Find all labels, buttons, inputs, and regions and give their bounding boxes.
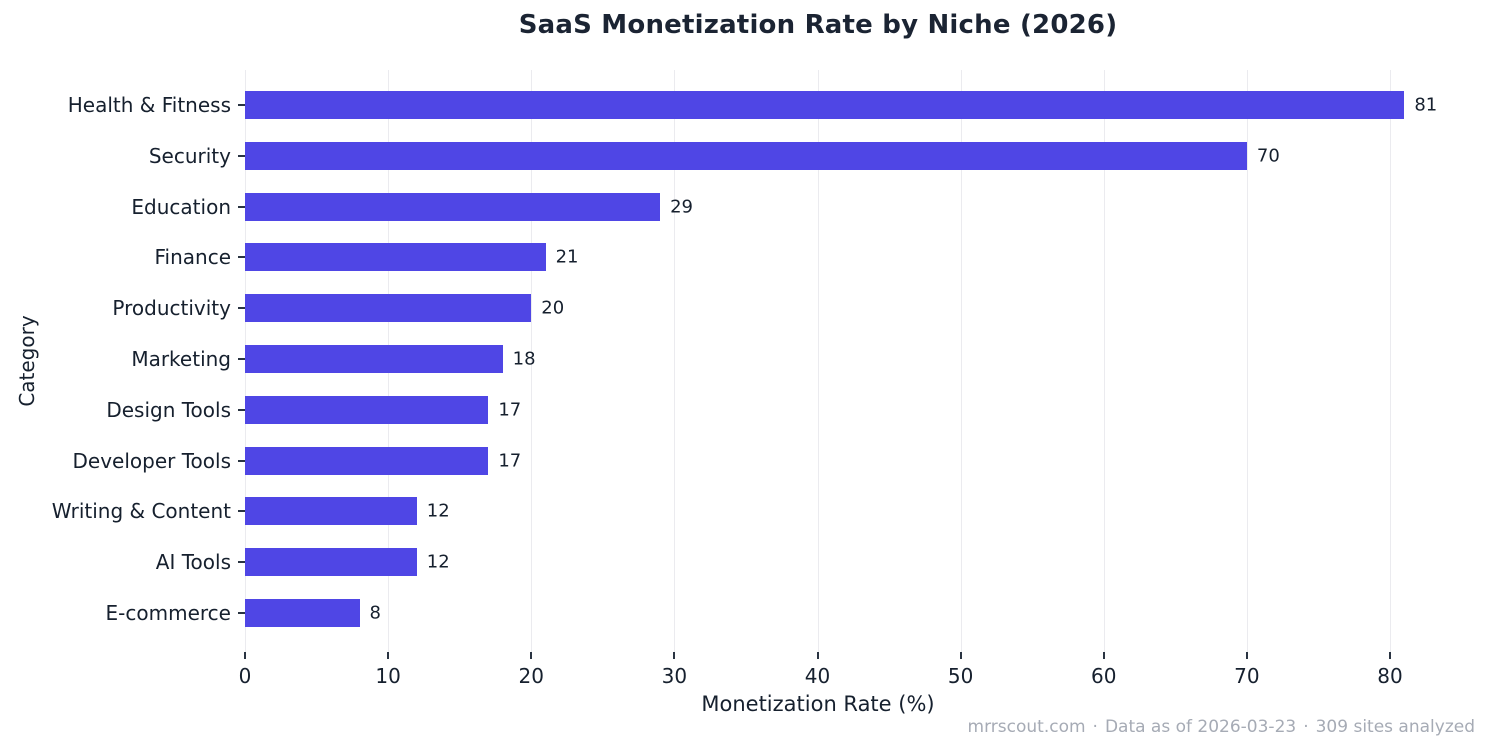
category-label: Education <box>131 194 231 219</box>
category-label: Security <box>148 143 231 168</box>
gridline <box>817 70 819 652</box>
x-axis-tick <box>530 652 533 659</box>
bar <box>245 243 546 272</box>
bar-value-label: 81 <box>1414 94 1438 116</box>
x-axis-tick <box>959 652 962 659</box>
bar-value-label: 20 <box>541 297 565 319</box>
bar-value-label: 29 <box>670 196 693 218</box>
x-tick-label: 60 <box>1091 664 1117 688</box>
footer-caption: mrrscout.com · Data as of 2026-03-23 · 309 s… <box>968 717 1475 737</box>
bar-value-label: 12 <box>426 500 450 522</box>
bar <box>245 345 503 373</box>
category-axis-tick <box>238 612 245 614</box>
footer-separator: · <box>1092 717 1098 737</box>
category-axis-tick <box>238 307 245 310</box>
footer-sample-size: 309 sites analyzed <box>1315 717 1475 737</box>
x-tick-label: 30 <box>661 664 688 688</box>
x-axis-tick <box>1245 652 1248 659</box>
x-tick-label: 80 <box>1377 664 1403 688</box>
gridline <box>531 70 533 652</box>
category-label: AI Tools <box>155 550 231 575</box>
gridline <box>1246 70 1248 652</box>
x-tick-label: 0 <box>238 664 252 688</box>
category-label: Productivity <box>112 296 231 321</box>
gridline <box>1103 70 1105 652</box>
category-axis-tick <box>238 256 245 259</box>
category-label: Marketing <box>131 347 231 371</box>
x-axis-tick <box>387 652 390 659</box>
category-axis-tick <box>238 154 245 157</box>
bar-value-label: 12 <box>426 551 450 573</box>
category-label: Design Tools <box>106 397 231 422</box>
bar <box>245 141 1247 170</box>
x-tick-label: 70 <box>1234 664 1260 688</box>
chart-title: SaaS Monetization Rate by Niche (2026) <box>518 10 1118 40</box>
bar <box>245 91 1405 119</box>
x-axis-tick <box>673 652 676 659</box>
x-axis-tick <box>1102 652 1105 659</box>
category-axis-tick <box>238 408 245 411</box>
x-axis-tick <box>244 652 246 659</box>
x-axis-tick <box>816 652 819 659</box>
y-axis-title: Category <box>15 315 39 407</box>
footer-data-as-of: Data as of 2026-03-23 <box>1104 717 1297 737</box>
bar <box>245 599 360 627</box>
category-label: Health & Fitness <box>67 93 231 117</box>
category-label: Finance <box>154 245 231 270</box>
footer-source: mrrscout.com <box>967 717 1086 737</box>
category-axis-tick <box>238 459 245 462</box>
x-tick-label: 20 <box>518 664 544 688</box>
bar <box>245 548 417 577</box>
x-axis-title: Monetization Rate (%) <box>701 692 935 716</box>
x-tick-label: 10 <box>375 664 401 688</box>
category-label: Developer Tools <box>72 448 232 473</box>
plot-area: 0 10 20 30 40 50 60 70 80 81 Health & Fitness 70 Sec… <box>52 70 1437 688</box>
x-tick-label: 50 <box>947 664 974 688</box>
x-tick-label: 40 <box>804 664 831 688</box>
bar <box>245 294 532 323</box>
bar <box>245 192 661 221</box>
category-label: Writing & Content <box>51 499 231 524</box>
category-axis-tick <box>238 205 245 208</box>
footer-separator: · <box>1303 717 1309 737</box>
x-axis-tick <box>1389 652 1391 659</box>
bar-value-label: 8 <box>369 602 381 624</box>
gridline <box>960 70 962 652</box>
bar-value-label: 70 <box>1256 145 1280 167</box>
gridline <box>1390 70 1391 652</box>
gridline <box>674 70 676 652</box>
bar-value-label: 17 <box>498 450 522 472</box>
category-axis-tick <box>238 104 245 106</box>
bar <box>245 395 489 424</box>
category-axis-tick <box>238 358 245 360</box>
bar-value-label: 18 <box>512 348 536 370</box>
bar <box>245 446 489 475</box>
category-label: E-commerce <box>105 601 231 625</box>
bar-value-label: 17 <box>498 399 522 421</box>
bar-value-label: 21 <box>555 246 579 268</box>
category-axis-tick <box>238 510 245 513</box>
bar <box>245 497 417 526</box>
category-axis-tick <box>238 561 245 564</box>
